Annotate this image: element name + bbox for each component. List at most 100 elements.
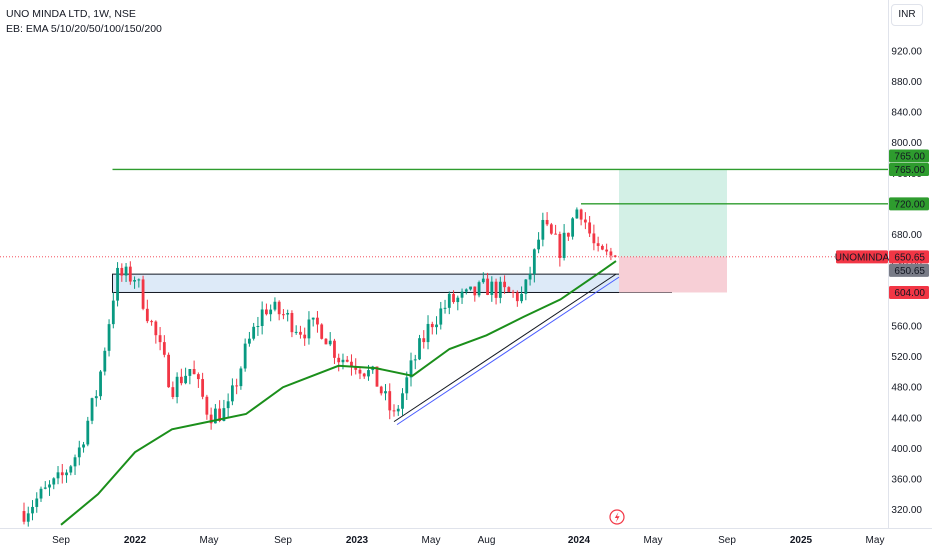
- stop-zone[interactable]: [619, 256, 727, 293]
- candle[interactable]: [307, 311, 311, 345]
- candle[interactable]: [592, 224, 596, 251]
- candle[interactable]: [430, 321, 434, 335]
- candle[interactable]: [243, 338, 247, 372]
- candle[interactable]: [35, 492, 39, 513]
- candle[interactable]: [554, 224, 558, 235]
- candle[interactable]: [613, 254, 617, 258]
- trendline-channel[interactable]: [396, 276, 620, 426]
- candle[interactable]: [311, 317, 315, 327]
- candle[interactable]: [524, 279, 528, 301]
- candle[interactable]: [328, 332, 332, 347]
- candle[interactable]: [154, 320, 158, 344]
- candle[interactable]: [605, 243, 609, 256]
- candle[interactable]: [358, 367, 362, 380]
- candle[interactable]: [464, 288, 468, 295]
- candle[interactable]: [477, 280, 481, 298]
- candle[interactable]: [392, 404, 396, 417]
- candle[interactable]: [299, 325, 302, 339]
- candle[interactable]: [401, 388, 404, 416]
- trendline[interactable]: [393, 273, 617, 423]
- candle[interactable]: [171, 381, 175, 400]
- candle[interactable]: [60, 463, 64, 484]
- candle[interactable]: [452, 290, 455, 304]
- candle[interactable]: [103, 347, 107, 376]
- candle[interactable]: [248, 331, 251, 347]
- candle[interactable]: [56, 466, 60, 485]
- alert-icon[interactable]: [609, 509, 625, 525]
- candle[interactable]: [226, 393, 230, 418]
- candle[interactable]: [575, 207, 579, 219]
- candle[interactable]: [503, 275, 506, 294]
- candle[interactable]: [498, 276, 502, 304]
- candle[interactable]: [43, 481, 47, 490]
- candle[interactable]: [435, 316, 438, 335]
- candle[interactable]: [507, 286, 511, 293]
- candle[interactable]: [537, 232, 540, 254]
- candle[interactable]: [384, 384, 387, 401]
- candle[interactable]: [252, 322, 256, 341]
- candle[interactable]: [188, 368, 192, 385]
- candle[interactable]: [150, 319, 153, 326]
- candle[interactable]: [443, 299, 447, 314]
- ticker-tag[interactable]: UNOMINDA: [835, 252, 890, 263]
- ema-line[interactable]: [60, 260, 617, 526]
- candle[interactable]: [128, 261, 132, 285]
- resistance-price-tag[interactable]: 720.00: [894, 199, 925, 210]
- candle[interactable]: [256, 316, 260, 336]
- candle[interactable]: [209, 407, 213, 430]
- target-line-tag[interactable]: 765.00: [894, 165, 925, 176]
- support-zone[interactable]: [112, 273, 672, 293]
- candle[interactable]: [22, 502, 26, 525]
- candle[interactable]: [418, 334, 421, 361]
- candle[interactable]: [52, 477, 56, 490]
- candle[interactable]: [124, 263, 128, 283]
- candle[interactable]: [282, 309, 285, 320]
- candle[interactable]: [379, 385, 383, 396]
- candle[interactable]: [511, 289, 515, 298]
- candle[interactable]: [545, 212, 549, 227]
- candle[interactable]: [515, 290, 519, 307]
- candle[interactable]: [375, 366, 379, 387]
- candle[interactable]: [86, 416, 90, 447]
- candle[interactable]: [26, 506, 30, 527]
- candle[interactable]: [481, 272, 485, 284]
- candle[interactable]: [260, 301, 264, 335]
- candle[interactable]: [69, 464, 73, 476]
- candle[interactable]: [396, 405, 400, 416]
- candle[interactable]: [469, 286, 472, 291]
- candle[interactable]: [137, 278, 141, 288]
- candle[interactable]: [447, 291, 451, 315]
- candle[interactable]: [460, 288, 464, 304]
- candle[interactable]: [205, 394, 209, 420]
- candle[interactable]: [558, 231, 562, 267]
- candle[interactable]: [566, 232, 570, 241]
- candle[interactable]: [532, 248, 536, 283]
- candle[interactable]: [588, 216, 592, 238]
- candle[interactable]: [426, 315, 430, 350]
- target-price-tag[interactable]: 765.00: [894, 151, 925, 162]
- candle[interactable]: [175, 372, 179, 404]
- candle[interactable]: [609, 247, 613, 261]
- candle[interactable]: [196, 372, 200, 388]
- candle[interactable]: [73, 454, 77, 475]
- candle[interactable]: [90, 397, 94, 425]
- candle[interactable]: [294, 325, 298, 335]
- candle[interactable]: [324, 338, 328, 345]
- candle[interactable]: [409, 352, 413, 387]
- candle[interactable]: [337, 353, 341, 372]
- currency-button[interactable]: INR: [891, 4, 923, 26]
- candle[interactable]: [39, 486, 43, 502]
- candle[interactable]: [596, 236, 600, 252]
- candle[interactable]: [235, 378, 239, 395]
- candle[interactable]: [422, 330, 426, 349]
- ema-price-tag[interactable]: 650.65: [894, 266, 925, 277]
- candle[interactable]: [145, 299, 149, 324]
- candle[interactable]: [230, 378, 234, 406]
- candle[interactable]: [133, 276, 136, 289]
- candle[interactable]: [571, 217, 575, 240]
- candle[interactable]: [179, 368, 183, 386]
- candle[interactable]: [583, 212, 587, 230]
- candle[interactable]: [82, 441, 85, 453]
- candle[interactable]: [111, 292, 115, 329]
